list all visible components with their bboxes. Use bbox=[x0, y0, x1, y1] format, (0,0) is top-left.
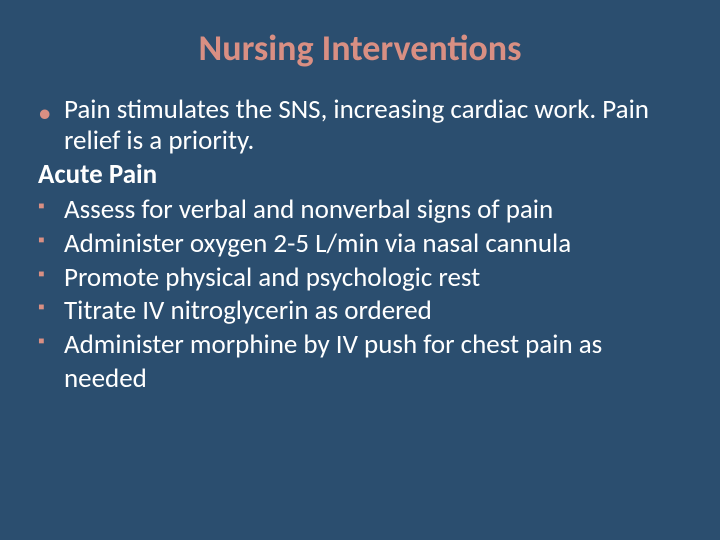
items-list: ▪Assess for verbal and nonverbal signs o… bbox=[38, 193, 682, 396]
list-item-text: Administer oxygen 2-5 L/min via nasal ca… bbox=[64, 227, 571, 261]
intro-text: Pain stimulates the SNS, increasing card… bbox=[64, 94, 682, 156]
list-item: ▪Administer oxygen 2-5 L/min via nasal c… bbox=[38, 227, 682, 261]
list-item: ▪Administer morphine by IV push for ches… bbox=[38, 328, 682, 396]
list-item-text: Titrate IV nitroglycerin as ordered bbox=[64, 294, 432, 328]
square-bullet-icon: ▪ bbox=[38, 193, 64, 219]
list-item-text: Administer morphine by IV push for chest… bbox=[64, 328, 682, 396]
slide-title: Nursing Interventions bbox=[38, 26, 682, 70]
list-item-text: Promote physical and psychologic rest bbox=[64, 261, 480, 295]
disc-bullet-icon: • bbox=[38, 94, 64, 129]
list-item-text: Assess for verbal and nonverbal signs of… bbox=[64, 193, 553, 227]
square-bullet-icon: ▪ bbox=[38, 294, 64, 320]
subheading: Acute Pain bbox=[38, 158, 682, 191]
list-item: ▪Titrate IV nitroglycerin as ordered bbox=[38, 294, 682, 328]
square-bullet-icon: ▪ bbox=[38, 227, 64, 253]
list-item: ▪Assess for verbal and nonverbal signs o… bbox=[38, 193, 682, 227]
slide: Nursing Interventions • Pain stimulates … bbox=[0, 0, 720, 540]
intro-row: • Pain stimulates the SNS, increasing ca… bbox=[38, 94, 682, 156]
square-bullet-icon: ▪ bbox=[38, 328, 64, 354]
list-item: ▪Promote physical and psychologic rest bbox=[38, 261, 682, 295]
square-bullet-icon: ▪ bbox=[38, 261, 64, 287]
